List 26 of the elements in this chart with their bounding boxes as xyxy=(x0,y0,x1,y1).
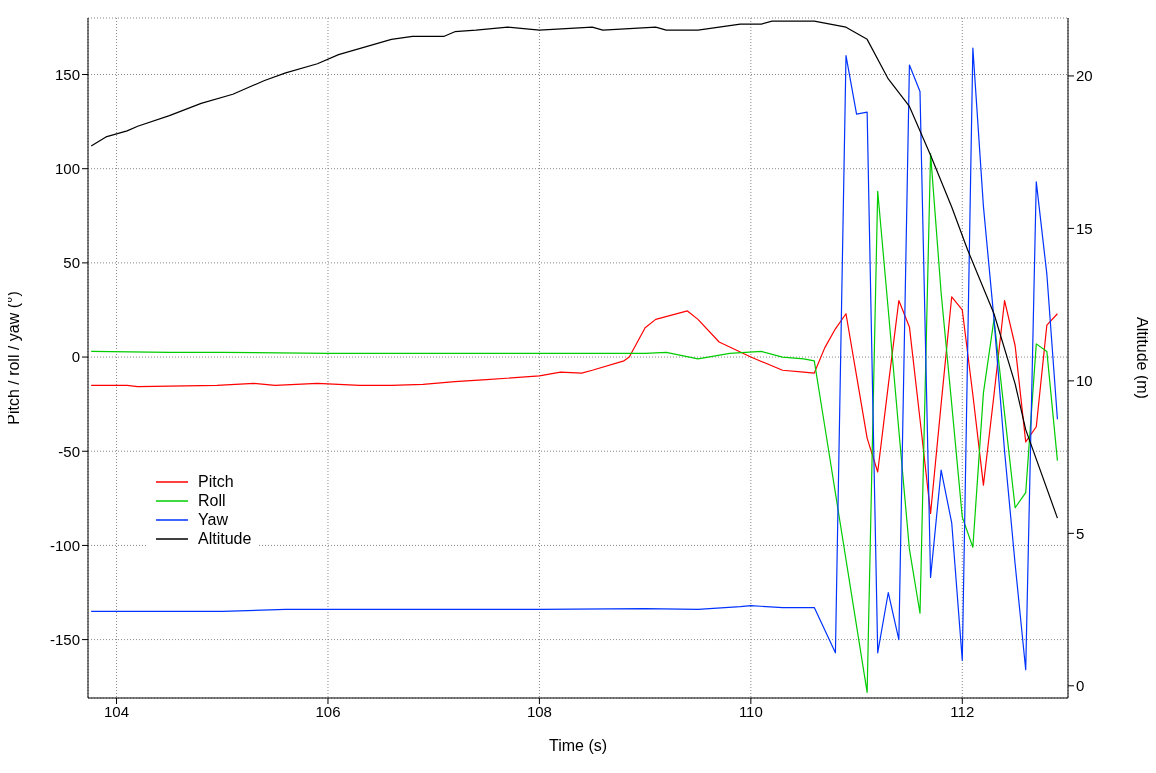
y-tick-label: 100 xyxy=(54,160,80,178)
y-tick-label: -150 xyxy=(49,630,80,648)
y2-tick-label: 15 xyxy=(1076,219,1093,237)
y-tick-label: -100 xyxy=(49,536,80,554)
x-tick-label: 104 xyxy=(104,702,130,720)
y2-tick-label: 0 xyxy=(1076,677,1085,695)
y-tick-label: 0 xyxy=(71,348,80,366)
y-tick-label: -50 xyxy=(58,442,80,460)
x-tick-label: 108 xyxy=(526,702,552,720)
y2-axis-title: Altitude (m) xyxy=(1134,317,1152,399)
x-tick-label: 112 xyxy=(950,702,975,720)
y-tick-label: 50 xyxy=(63,254,80,272)
legend-label: Pitch xyxy=(198,472,234,491)
x-tick-label: 110 xyxy=(738,702,763,720)
line-series xyxy=(90,47,1059,671)
x-tick-label: 106 xyxy=(315,702,341,720)
y2-tick-label: 10 xyxy=(1076,372,1093,390)
legend-label: Roll xyxy=(198,491,226,510)
x-axis-title: Time (s) xyxy=(548,737,608,754)
y2-tick-label: 5 xyxy=(1076,524,1085,542)
y-tick-label: 150 xyxy=(54,65,80,83)
legend-label: Altitude xyxy=(198,529,252,548)
legend-label: Yaw xyxy=(198,510,228,529)
y2-tick-label: 20 xyxy=(1076,67,1093,85)
y-axis-title: Pitch / roll / yaw (°) xyxy=(4,291,22,425)
line-series xyxy=(90,296,1059,514)
